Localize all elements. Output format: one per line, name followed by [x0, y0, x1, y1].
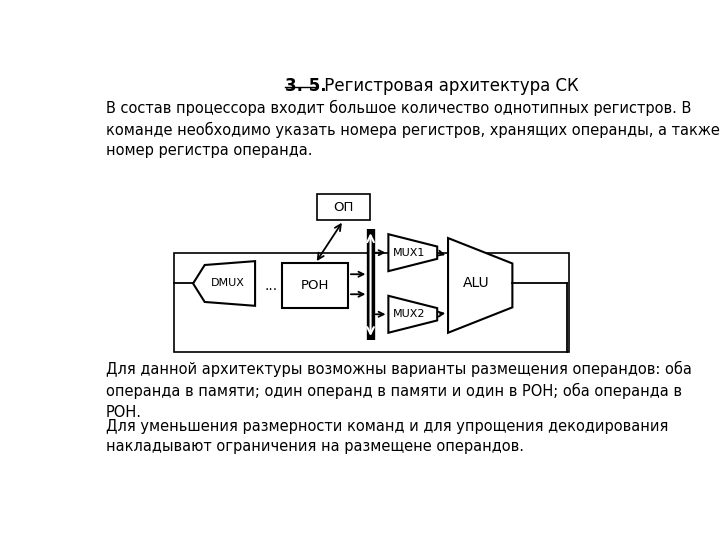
Bar: [317, 194, 370, 220]
Text: РОН: РОН: [301, 279, 329, 292]
Polygon shape: [388, 234, 437, 271]
Text: MUX2: MUX2: [393, 309, 426, 319]
Text: Для уменьшения размерности команд и для упрощения декодирования
накладывают огра: Для уменьшения размерности команд и для …: [106, 419, 668, 454]
Text: ...: ...: [264, 279, 277, 293]
Polygon shape: [193, 261, 255, 306]
Text: Для данной архитектуры возможны варианты размещения операндов: оба
операнда в па: Для данной архитектуры возможны варианты…: [106, 361, 691, 420]
Text: ОП: ОП: [333, 201, 354, 214]
Text: MUX1: MUX1: [393, 248, 426, 258]
Text: DMUX: DMUX: [211, 279, 245, 288]
Text: ALU: ALU: [463, 276, 490, 291]
Text: Регистровая архитектура СК: Регистровая архитектура СК: [319, 77, 578, 95]
Bar: [174, 253, 569, 352]
Bar: [282, 264, 348, 308]
Polygon shape: [388, 296, 437, 333]
Polygon shape: [448, 238, 513, 333]
Text: В состав процессора входит большое количество однотипных регистров. В
команде не: В состав процессора входит большое колич…: [106, 99, 719, 158]
Text: 3. 5.: 3. 5.: [285, 77, 327, 95]
